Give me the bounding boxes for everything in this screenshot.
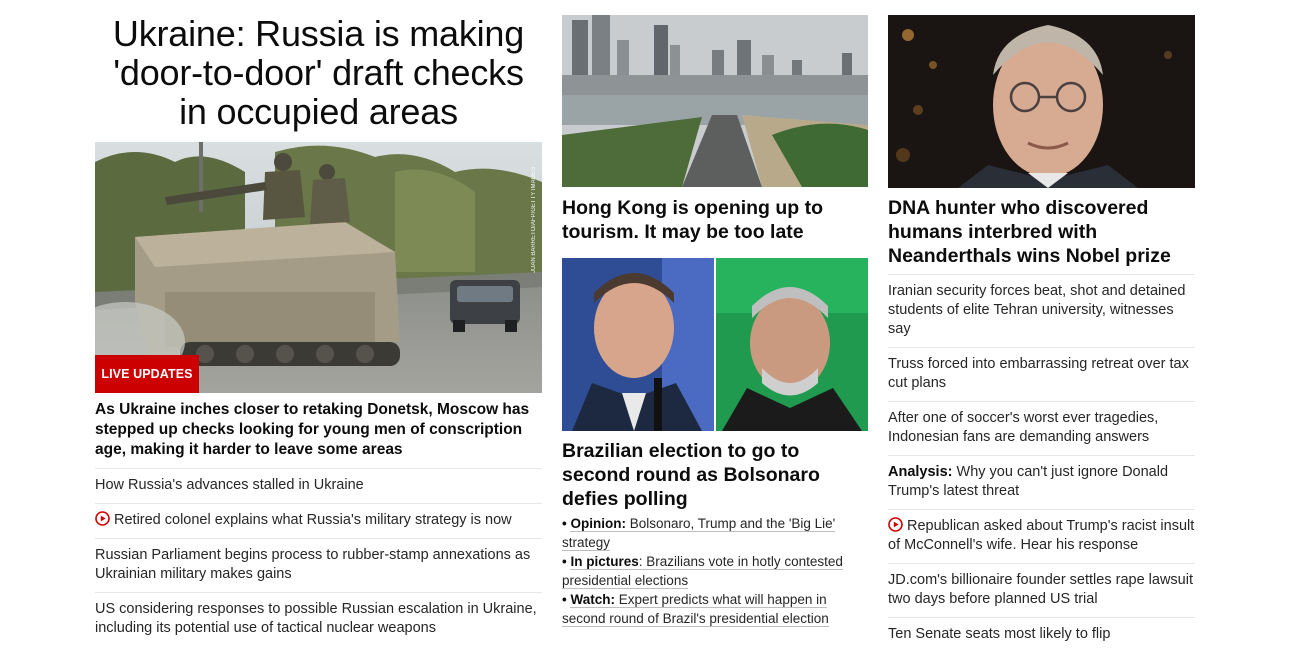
list-item[interactable]: Retired colonel explains what Russia's m… xyxy=(95,503,542,538)
hong-kong-headline[interactable]: Hong Kong is opening up to tourism. It m… xyxy=(562,197,824,243)
list-item-text[interactable]: Republican asked about Trump's racist in… xyxy=(888,518,1195,553)
video-play-icon xyxy=(95,511,110,526)
bullet-item[interactable]: • Opinion: Bolsonaro, Trump and the 'Big… xyxy=(562,514,868,552)
bullet-text[interactable]: : Brazilians vote in hotly contested pre… xyxy=(562,554,843,588)
live-updates-badge[interactable]: LIVE UPDATES xyxy=(95,355,199,393)
list-item[interactable]: How Russia's advances stalled in Ukraine xyxy=(95,468,542,503)
list-item-text[interactable]: Ten Senate seats most likely to flip xyxy=(888,626,1111,642)
list-item-text[interactable]: Russian Parliament begins process to rub… xyxy=(95,547,531,582)
list-item[interactable]: JD.com's billionaire founder settles rap… xyxy=(888,563,1195,617)
list-item[interactable]: US considering responses to possible Rus… xyxy=(95,592,542,646)
bullet-dot: • xyxy=(562,554,571,569)
list-item[interactable]: After one of soccer's worst ever tragedi… xyxy=(888,401,1195,455)
nobel-headline[interactable]: DNA hunter who discovered humans interbr… xyxy=(888,197,1171,267)
bullet-text[interactable]: Bolsonaro, Trump and the 'Big Lie' strat… xyxy=(562,516,836,550)
list-item-text[interactable]: US considering responses to possible Rus… xyxy=(95,601,537,636)
bullet-item[interactable]: • In pictures: Brazilians vote in hotly … xyxy=(562,552,868,590)
list-item[interactable]: Iranian security forces beat, shot and d… xyxy=(888,274,1195,347)
bullet-prefix[interactable]: In pictures xyxy=(570,554,639,569)
brazil-election-headline[interactable]: Brazilian election to go to second round… xyxy=(562,440,820,510)
nobel-laureate-portrait[interactable] xyxy=(888,15,1195,188)
related-links-list: How Russia's advances stalled in Ukraine… xyxy=(95,468,542,646)
list-item-text[interactable]: JD.com's billionaire founder settles rap… xyxy=(888,572,1193,607)
list-item-text[interactable]: Truss forced into embarrassing retreat o… xyxy=(888,356,1189,391)
lead-summary[interactable]: As Ukraine inches closer to retaking Don… xyxy=(95,401,530,458)
list-item-text[interactable]: After one of soccer's worst ever tragedi… xyxy=(888,410,1159,445)
list-item-text[interactable]: How Russia's advances stalled in Ukraine xyxy=(95,477,364,493)
video-play-icon xyxy=(888,517,903,532)
lead-image-ukraine-apc[interactable]: JUAN BARRETO/AFP/GETTY IMAGES LIVE UPDAT… xyxy=(95,142,542,393)
top-stories-list: Iranian security forces beat, shot and d… xyxy=(888,274,1195,652)
list-item[interactable]: Ten Senate seats most likely to flip xyxy=(888,617,1195,652)
bullet-prefix[interactable]: Watch: xyxy=(570,592,615,607)
list-item-text[interactable]: Iranian security forces beat, shot and d… xyxy=(888,283,1186,337)
list-item-prefix[interactable]: Analysis: xyxy=(888,464,953,480)
bullet-prefix[interactable]: Opinion: xyxy=(570,516,626,531)
list-item-text[interactable]: Retired colonel explains what Russia's m… xyxy=(114,512,512,528)
bullet-dot: • xyxy=(562,592,571,607)
brazil-candidates-image[interactable] xyxy=(562,258,868,431)
hong-kong-image[interactable] xyxy=(562,15,868,187)
list-item[interactable]: Analysis: Why you can't just ignore Dona… xyxy=(888,455,1195,509)
bullet-dot: • xyxy=(562,516,571,531)
list-item[interactable]: Republican asked about Trump's racist in… xyxy=(888,509,1195,563)
list-item-text[interactable]: Why you can't just ignore Donald Trump's… xyxy=(888,464,1169,499)
list-item[interactable]: Truss forced into embarrassing retreat o… xyxy=(888,347,1195,401)
bullet-item[interactable]: • Watch: Expert predicts what will happe… xyxy=(562,590,868,628)
lead-headline[interactable]: Ukraine: Russia is making 'door-to-door'… xyxy=(112,13,525,132)
list-item[interactable]: Russian Parliament begins process to rub… xyxy=(95,538,542,592)
photo-credit: JUAN BARRETO/AFP/GETTY IMAGES xyxy=(531,166,537,273)
bullet-text[interactable]: Expert predicts what will happen in seco… xyxy=(562,592,829,626)
brazil-bullets-list: • Opinion: Bolsonaro, Trump and the 'Big… xyxy=(562,514,868,628)
